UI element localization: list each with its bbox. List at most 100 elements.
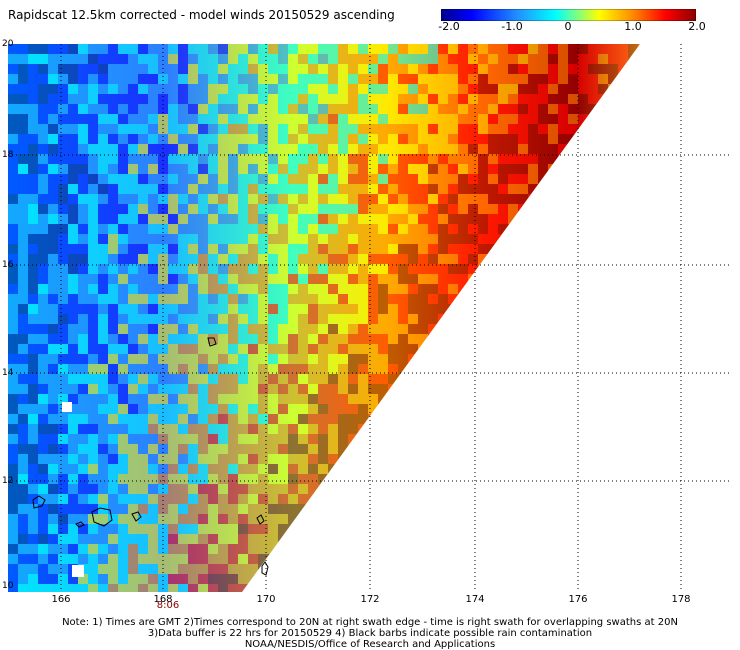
wind-cell xyxy=(268,494,278,504)
wind-cell xyxy=(8,444,18,454)
wind-cell xyxy=(58,284,68,294)
wind-cell xyxy=(78,514,88,524)
wind-cell xyxy=(558,114,568,124)
wind-cell xyxy=(118,424,128,434)
wind-cell xyxy=(418,154,428,164)
wind-cell xyxy=(8,254,18,264)
wind-cell xyxy=(288,304,298,314)
wind-cell xyxy=(168,214,178,224)
wind-cell xyxy=(88,404,98,414)
wind-cell xyxy=(238,274,248,284)
wind-cell xyxy=(358,264,368,274)
wind-cell xyxy=(58,414,68,424)
wind-cell xyxy=(438,304,448,314)
wind-cell xyxy=(328,434,338,444)
wind-cell xyxy=(508,204,518,214)
wind-cell xyxy=(288,134,298,144)
wind-cell xyxy=(518,114,528,124)
wind-cell xyxy=(218,84,228,94)
wind-cell xyxy=(578,64,588,74)
wind-cell xyxy=(428,94,438,104)
wind-cell xyxy=(18,64,28,74)
wind-cell xyxy=(58,344,68,354)
wind-cell xyxy=(228,274,238,284)
wind-cell xyxy=(348,64,358,74)
wind-cell xyxy=(68,514,78,524)
wind-cell xyxy=(258,54,268,64)
wind-cell xyxy=(118,584,128,592)
wind-cell xyxy=(18,254,28,264)
wind-cell xyxy=(328,344,338,354)
wind-cell xyxy=(278,144,288,154)
wind-cell xyxy=(268,524,278,534)
wind-cell xyxy=(168,504,178,514)
wind-cell xyxy=(18,504,28,514)
wind-cell xyxy=(128,564,138,574)
wind-cell xyxy=(58,54,68,64)
wind-cell xyxy=(398,134,408,144)
wind-cell xyxy=(28,214,38,224)
wind-cell xyxy=(568,124,578,134)
wind-cell xyxy=(178,394,188,404)
wind-cell xyxy=(168,274,178,284)
wind-cell xyxy=(78,544,88,554)
wind-cell xyxy=(318,214,328,224)
wind-cell xyxy=(38,444,48,454)
wind-cell xyxy=(288,324,298,334)
wind-cell xyxy=(58,464,68,474)
wind-cell xyxy=(78,194,88,204)
wind-cell xyxy=(158,134,168,144)
wind-cell xyxy=(238,244,248,254)
wind-cell xyxy=(308,334,318,344)
wind-cell xyxy=(178,374,188,384)
wind-cell xyxy=(388,324,398,334)
lon-label: 172 xyxy=(360,594,380,605)
wind-cell xyxy=(238,214,248,224)
wind-cell xyxy=(438,134,448,144)
wind-cell xyxy=(338,144,348,154)
wind-cell xyxy=(298,314,308,324)
wind-cell xyxy=(58,274,68,284)
wind-cell xyxy=(108,384,118,394)
wind-cell xyxy=(88,184,98,194)
wind-cell xyxy=(98,84,108,94)
wind-cell xyxy=(598,54,608,64)
wind-cell xyxy=(218,554,228,564)
wind-cell xyxy=(468,84,478,94)
wind-cell xyxy=(298,274,308,284)
wind-cell xyxy=(128,124,138,134)
wind-cell xyxy=(448,224,458,234)
wind-cell xyxy=(328,294,338,304)
wind-cell xyxy=(428,44,438,54)
wind-cell xyxy=(348,394,358,404)
wind-cell xyxy=(428,274,438,284)
wind-cell xyxy=(58,164,68,174)
wind-cell xyxy=(188,344,198,354)
wind-cell xyxy=(48,354,58,364)
wind-cell xyxy=(118,194,128,204)
wind-cell xyxy=(568,64,578,74)
wind-cell xyxy=(218,464,228,474)
wind-cell xyxy=(28,554,38,564)
wind-cell xyxy=(158,494,168,504)
wind-cell xyxy=(68,194,78,204)
wind-cell xyxy=(108,174,118,184)
wind-cell xyxy=(178,534,188,544)
wind-cell xyxy=(68,334,78,344)
wind-cell xyxy=(308,284,318,294)
wind-cell xyxy=(148,534,158,544)
wind-cell xyxy=(218,574,228,584)
wind-cell xyxy=(128,94,138,104)
wind-cell xyxy=(88,274,98,284)
wind-cell xyxy=(258,44,268,54)
wind-cell xyxy=(348,124,358,134)
wind-cell xyxy=(338,354,348,364)
wind-cell xyxy=(48,234,58,244)
wind-cell xyxy=(18,514,28,524)
wind-cell xyxy=(308,194,318,204)
wind-cell xyxy=(298,294,308,304)
wind-cell xyxy=(48,434,58,444)
wind-cell xyxy=(328,164,338,174)
wind-cell xyxy=(88,454,98,464)
wind-cell xyxy=(48,214,58,224)
